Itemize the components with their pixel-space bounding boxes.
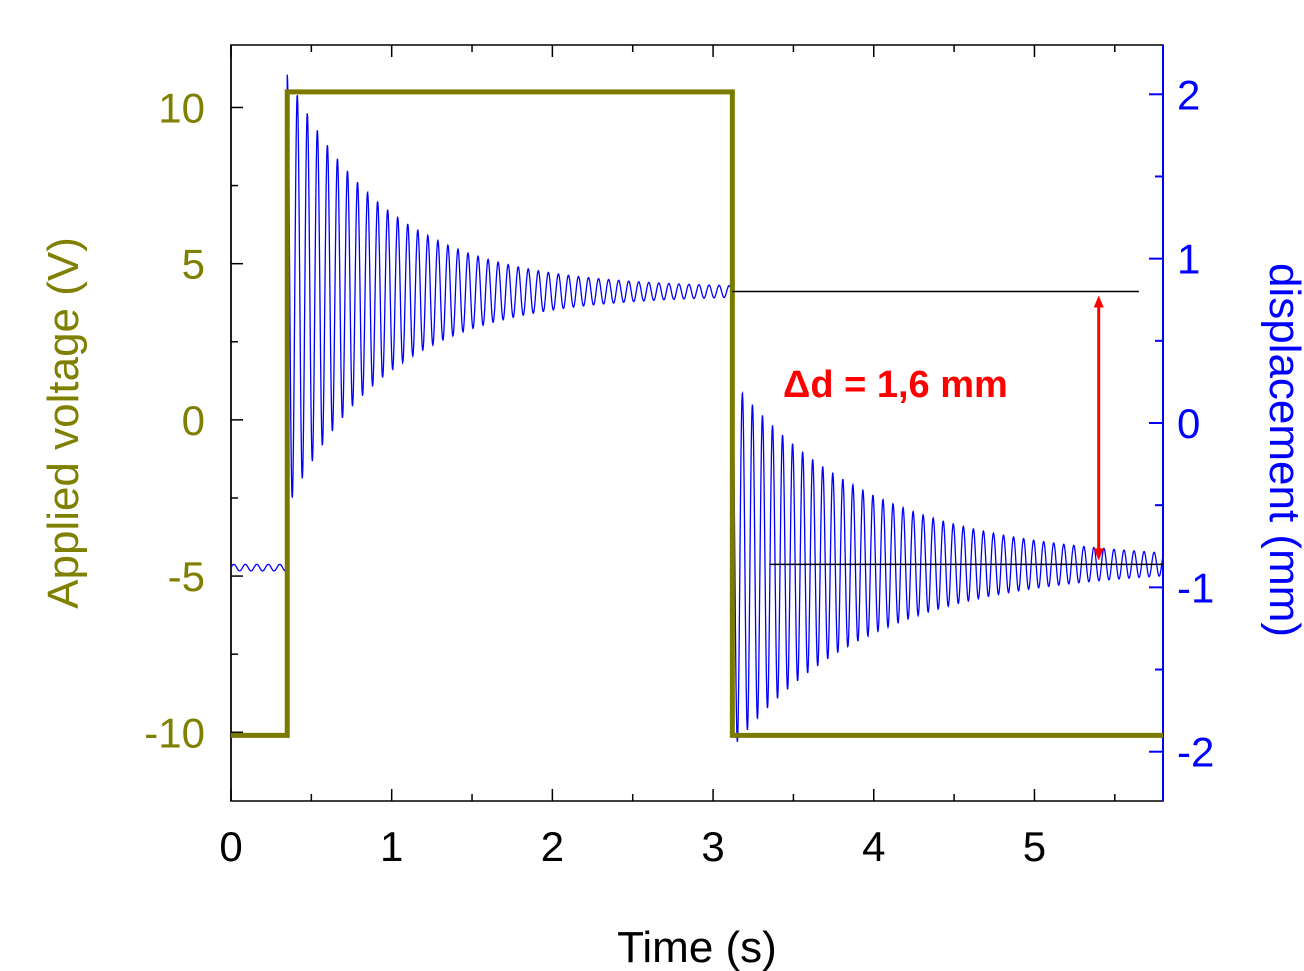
y-right-axis-title: displacement (mm) — [1260, 263, 1304, 637]
y-left-tick-label: -10 — [144, 709, 205, 756]
y-right-tick-label: -1 — [1177, 564, 1214, 611]
y-left-tick-label: 0 — [182, 397, 205, 444]
delta-arrow-head-bottom — [1093, 548, 1104, 561]
x-tick-label: 3 — [701, 823, 724, 870]
plot-frame — [230, 44, 1164, 802]
y-left-tick-label: -5 — [168, 553, 205, 600]
displacement-series-line — [230, 74, 1164, 742]
y-right-tick-label: -2 — [1177, 729, 1214, 776]
y-left-axis-title: Applied voltage (V) — [39, 237, 88, 609]
x-tick-label: 2 — [541, 823, 564, 870]
y-right-tick-label: 1 — [1177, 236, 1200, 283]
voltage-series-line — [231, 89, 1163, 738]
y-right-tick-label: 0 — [1177, 400, 1200, 447]
delta-arrow-head-top — [1093, 295, 1104, 308]
x-tick-label: 0 — [219, 823, 242, 870]
x-tick-label: 4 — [862, 823, 885, 870]
y-left-tick-label: 10 — [158, 84, 205, 131]
annotation-label: Δd = 1,6 mm — [783, 364, 1008, 406]
x-tick-label: 5 — [1023, 823, 1046, 870]
y-right-tick-label: 2 — [1177, 71, 1200, 118]
y-left-tick-label: 5 — [182, 241, 205, 288]
x-axis-title: Time (s) — [617, 923, 777, 971]
x-tick-label: 1 — [380, 823, 403, 870]
